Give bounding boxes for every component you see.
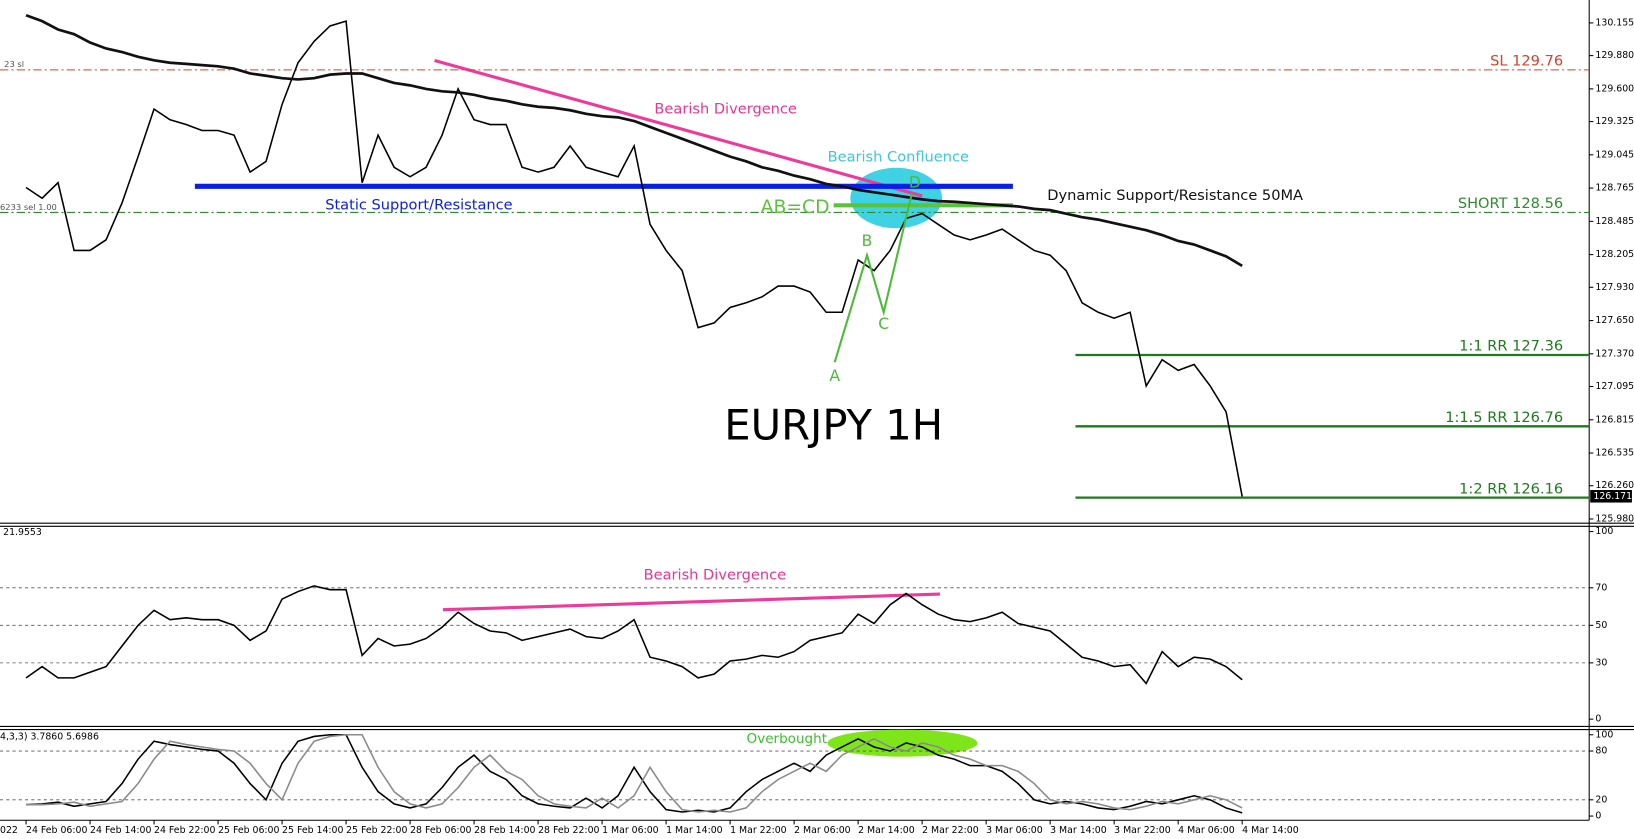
- level-label: 1:1 RR 127.36: [1459, 338, 1563, 355]
- y-tick-label: 126.535: [1595, 448, 1634, 459]
- x-tick-label: 4 Mar 06:00: [1178, 825, 1235, 836]
- annotation: Bearish Divergence: [654, 100, 796, 117]
- annotation: Dynamic Support/Resistance 50MA: [1047, 187, 1303, 204]
- annotation: 6233 sel 1.00: [0, 202, 57, 212]
- x-tick-label: 2 Mar 06:00: [794, 825, 851, 836]
- level-label: 1:2 RR 126.16: [1459, 480, 1563, 497]
- x-tick-label: 25 Feb 22:00: [346, 825, 407, 836]
- y-tick-label: 100: [1595, 526, 1613, 537]
- x-tick-label: 28 Feb 14:00: [474, 825, 535, 836]
- support-label: AB=CD: [761, 197, 830, 218]
- x-tick-label: 24 Feb 22:00: [154, 825, 215, 836]
- y-tick-label: 129.325: [1595, 116, 1634, 127]
- x-tick-label: 24 Feb 06:00: [26, 825, 87, 836]
- x-tick-label: 25 Feb 14:00: [282, 825, 343, 836]
- pattern-label: A: [829, 366, 840, 385]
- y-tick-label: 50: [1595, 620, 1607, 631]
- last-price-label: 126.171: [1593, 491, 1632, 502]
- series-line: [25, 585, 1243, 685]
- x-tick-label: 2 Mar 22:00: [922, 825, 979, 836]
- x-tick-label: 28 Feb 22:00: [538, 825, 599, 836]
- pattern-label: D: [909, 173, 921, 192]
- x-tick-label: 1 Mar 06:00: [602, 825, 659, 836]
- annotation: 23 sl: [4, 59, 24, 69]
- level-label: SL 129.76: [1490, 53, 1563, 70]
- y-tick-label: 80: [1595, 746, 1607, 757]
- series-line: [25, 20, 1243, 497]
- overbought-zone: [827, 729, 978, 757]
- x-tick-label: 3 Mar 14:00: [1050, 825, 1107, 836]
- last-price-tag: [1590, 490, 1632, 503]
- level-label: 1:1.5 RR 126.76: [1445, 409, 1563, 426]
- y-tick-label: 125.980: [1595, 513, 1634, 524]
- pattern-label: B: [862, 231, 873, 250]
- abcd-pattern: [833, 193, 913, 363]
- y-tick-label: 0: [1595, 714, 1601, 725]
- y-tick-label: 100: [1595, 729, 1613, 740]
- annotation: Bearish Confluence: [828, 148, 969, 165]
- x-tick-label: 1 Mar 22:00: [730, 825, 787, 836]
- y-tick-label: 126.815: [1595, 414, 1634, 425]
- y-tick-label: 128.205: [1595, 249, 1634, 260]
- moving-average-line: [25, 13, 1243, 268]
- y-tick-label: 128.765: [1595, 183, 1634, 194]
- chart-title: EURJPY 1H: [724, 400, 943, 449]
- x-tick-label: 3 Mar 06:00: [986, 825, 1043, 836]
- pattern-label: C: [878, 314, 889, 333]
- y-tick-label: 127.930: [1595, 282, 1634, 293]
- y-tick-label: 127.650: [1595, 315, 1634, 326]
- level-label: SHORT 128.56: [1458, 195, 1563, 212]
- confluence-zone: [850, 167, 943, 229]
- y-tick-label: 20: [1595, 794, 1607, 805]
- x-tick-label: 2 Mar 14:00: [858, 825, 915, 836]
- x-tick-label: 24 Feb 14:00: [90, 825, 151, 836]
- support-label: Static Support/Resistance: [325, 196, 512, 213]
- x-tick-label-cut: 022: [0, 825, 18, 836]
- y-tick-label: 126.260: [1595, 480, 1634, 491]
- x-tick-label: 25 Feb 06:00: [218, 825, 279, 836]
- y-tick-label: 127.370: [1595, 348, 1634, 359]
- series-line: [26, 733, 1243, 814]
- x-tick-label: 28 Feb 06:00: [410, 825, 471, 836]
- y-tick-label: 127.095: [1595, 381, 1634, 392]
- y-tick-label: 30: [1595, 657, 1607, 668]
- annotation: Overbought: [747, 731, 827, 747]
- rsi-value-label: 21.9553: [3, 527, 42, 538]
- y-tick-label: 0: [1595, 811, 1601, 822]
- y-tick-label: 70: [1595, 582, 1607, 593]
- annotation: Bearish Divergence: [644, 566, 786, 583]
- stochastic-label: 4,3,3) 3.7860 5.6986: [0, 731, 99, 742]
- x-tick-label: 3 Mar 22:00: [1114, 825, 1171, 836]
- y-tick-label: 129.045: [1595, 149, 1634, 160]
- series-line: [26, 733, 1243, 813]
- y-tick-label: 129.880: [1595, 50, 1634, 61]
- y-tick-label: 128.485: [1595, 216, 1634, 227]
- y-tick-label: 129.600: [1595, 83, 1634, 94]
- x-tick-label: 4 Mar 14:00: [1242, 825, 1299, 836]
- y-tick-label: 130.155: [1595, 17, 1634, 28]
- x-tick-label: 1 Mar 14:00: [666, 825, 723, 836]
- rsi-divergence-line: [442, 592, 941, 612]
- divergence-trendline: [434, 58, 923, 198]
